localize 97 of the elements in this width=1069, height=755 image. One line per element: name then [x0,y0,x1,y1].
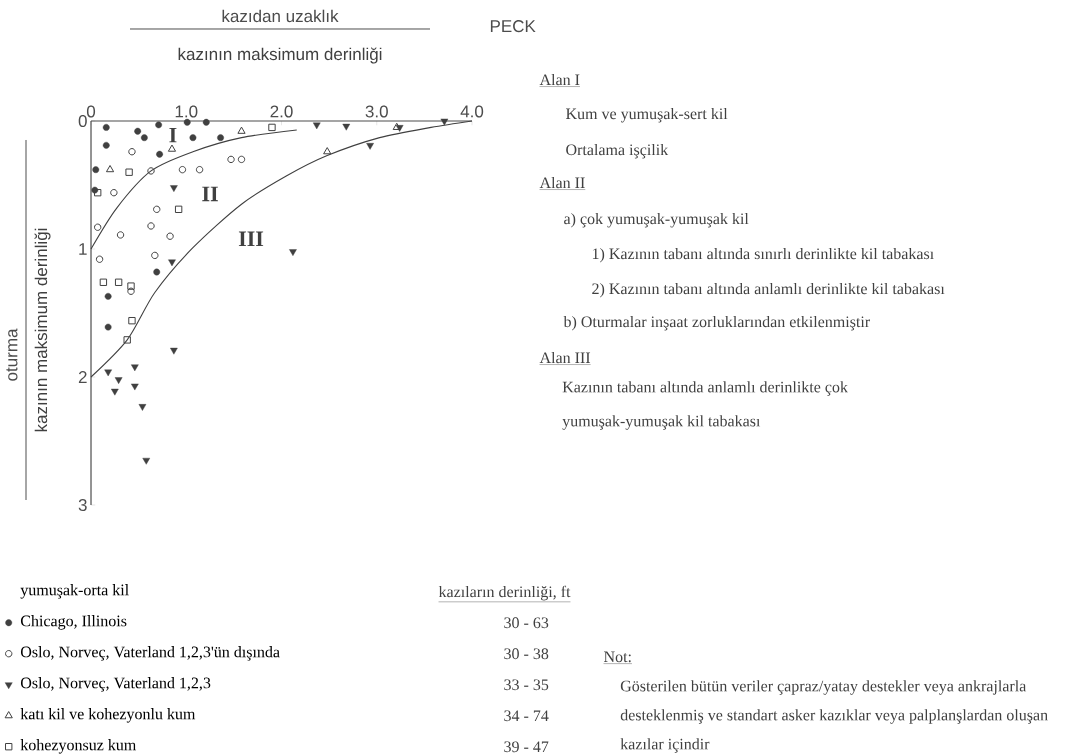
point [195,165,204,174]
point [440,118,449,126]
x-tick-label: 3.0 [365,105,388,118]
point [153,205,161,213]
point [131,383,139,391]
point [178,165,187,174]
point [127,282,135,290]
point [151,251,159,259]
text: Ortalama işçilik [566,143,669,159]
annotation: II [202,186,218,201]
point [147,222,155,230]
point [110,188,118,197]
x-tick-label: 0 [86,105,96,118]
y-tick-label: 2 [78,370,87,383]
point [102,123,110,131]
y-tick-label: 1 [79,242,87,255]
point [93,223,102,231]
point [289,249,297,256]
x-tick-label: 2.0 [270,105,293,118]
point [114,377,123,384]
point [102,141,110,149]
point [312,122,321,129]
point [156,150,163,158]
point [125,168,133,176]
text: kazıların derinliği, ft [438,585,571,601]
text: 30 - 63 [504,617,549,628]
point [147,167,155,175]
point [140,134,148,141]
point [138,403,147,411]
point [189,134,197,141]
legend-label: Chicago, Illinois [20,614,127,630]
point [170,347,178,355]
point [237,155,246,163]
point [168,259,176,266]
y-tick-label: 3 [78,498,87,511]
y-axis-title: oturma [6,328,18,381]
point [268,123,276,131]
point [183,118,191,126]
point [99,278,108,286]
x-tick-label: 1.0 [175,105,198,118]
text: Kazının tabanı altında anlamlı derinlikte çok yumuşak-yumuşak kil tabakası [562,380,848,430]
point [167,144,177,152]
point [104,323,112,331]
point [95,255,104,263]
text: Not: [604,651,631,662]
point [134,127,142,135]
y-tick-label: 0 [78,114,87,127]
text: PECK [490,19,536,32]
point [123,335,131,344]
point [104,292,112,300]
legend-label: katı kil ve kohezyonlu kum [20,707,196,723]
point [142,457,151,465]
point [227,155,235,163]
x-axis-title: kazıdan uzaklık [222,9,339,22]
point [111,388,119,396]
point [128,147,136,156]
point [174,205,183,213]
point [104,369,112,376]
point [217,134,224,141]
legend-label: kohezyonsuz kum [20,738,137,754]
point [366,142,374,150]
text: Alan I [539,73,580,85]
text: Kum ve yumuşak-sert kil [566,107,728,123]
point [237,126,246,134]
point [323,146,332,155]
text: Alan III [539,351,591,363]
text: 2) Kazının tabanı altında anlamlı derinlikte kil tabakası [592,282,945,298]
text: Alan II [539,176,585,188]
text: 30 - 38 [504,648,549,659]
point [92,166,100,173]
text: a) çok yumuşak-yumuşak kil [564,212,749,228]
point [170,185,178,192]
text: 34 - 74 [504,710,549,721]
legend-label: Oslo, Norveç, Vaterland 1,2,3'ün dışında [20,645,280,661]
point [155,121,163,128]
point [116,231,125,239]
text: b) Oturmalar inşaat zorluklarından etkilenmiştir [563,315,871,331]
point [114,278,123,286]
annotation: III [238,231,264,246]
point [127,287,135,295]
text: Gösterilen bütün veriler çapraz/yatay destekler veya ankrajlarla desteklenmiş ve standart asker kazıklar veya palplanşlardan oluşan kazılar içindir [620,679,1048,753]
text: 33 - 35 [504,679,549,690]
legend-label: Oslo, Norveç, Vaterland 1,2,3 [20,676,211,692]
point [128,316,136,325]
point [153,268,161,276]
text: 1) Kazının tabanı altında sınırlı derinlikte kil tabakası [592,247,934,263]
point [342,123,351,131]
text: kazının maksimum derinliği [178,47,382,64]
point [202,118,210,126]
x-tick-label: 4.0 [460,105,484,118]
text: 39 - 47 [504,741,549,752]
point [105,164,115,172]
annotation: I [169,127,177,143]
text: kazının maksimum derinliği [34,228,51,432]
point [166,232,174,240]
point [131,364,139,371]
legend-title: yumuşak-orta kil [20,583,129,599]
